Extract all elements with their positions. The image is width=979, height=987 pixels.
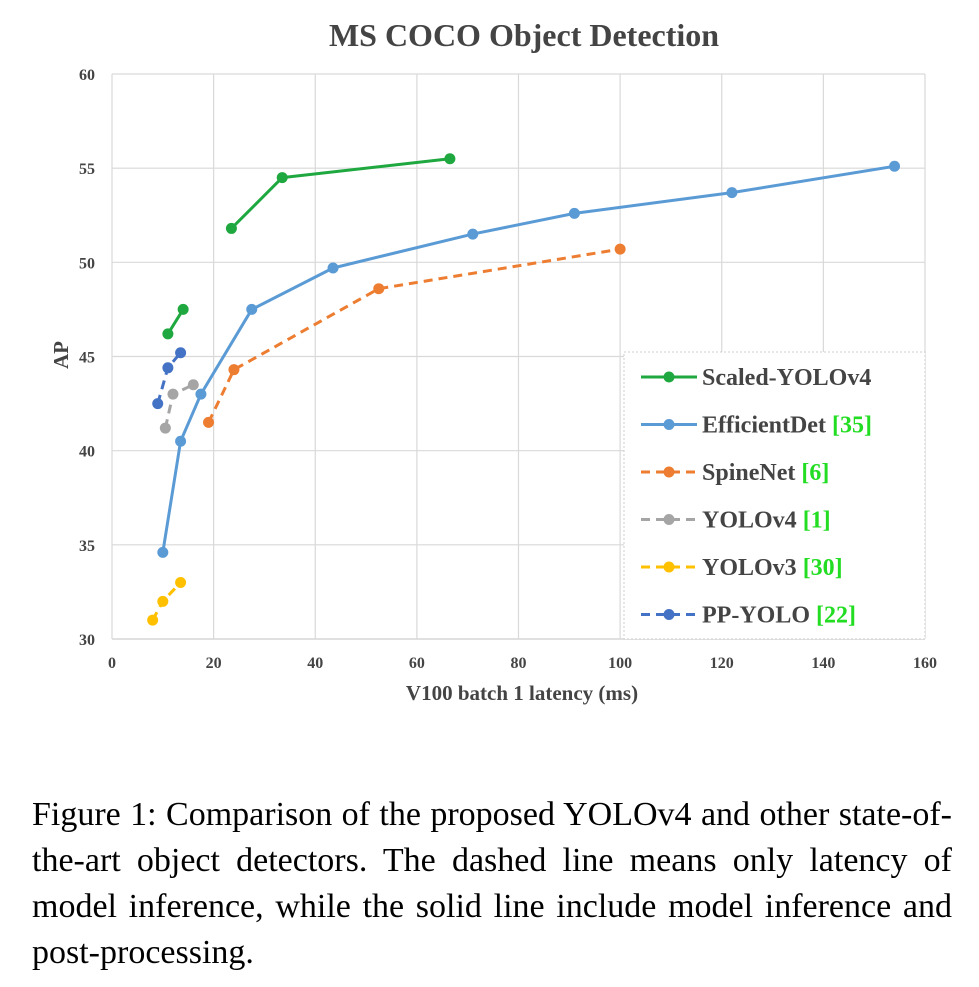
legend-swatch-marker [663,419,675,430]
legend-swatch-marker [663,561,675,573]
legend-item-yolov4: YOLOv4 [1] [641,508,831,534]
legend-label: YOLOv3 [30] [702,555,843,581]
data-point [467,228,479,240]
data-point [152,398,164,410]
data-point [187,379,199,391]
series-yolov4 [159,379,199,434]
data-point [162,362,174,374]
legend-label: Scaled-YOLOv4 [702,365,871,391]
data-point [175,347,187,359]
y-tick-label: 60 [79,67,95,84]
x-tick-label: 20 [206,655,222,672]
legend-item-spinenet: SpineNet [6] [641,460,829,486]
data-point [195,388,207,400]
legend-item-scaled-yolov4: Scaled-YOLOv4 [641,365,871,391]
legend-label: PP-YOLO [22] [702,603,856,629]
data-point [327,262,339,274]
legend-label: SpineNet [6] [702,460,829,486]
data-point [157,595,169,607]
data-point [889,160,901,172]
legend-item-pp-yolo: PP-YOLO [22] [641,603,856,629]
series-efficientdet [157,160,901,558]
data-point [228,364,240,376]
series-pp-yolo [152,347,187,410]
data-point [225,222,237,234]
data-point [568,207,580,219]
y-tick-label: 45 [79,350,95,367]
y-tick-label: 40 [79,444,95,461]
y-tick-label: 55 [79,161,95,178]
legend-label: YOLOv4 [1] [702,508,831,534]
series-yolov3 [147,577,187,626]
legend-reference: [35] [826,413,872,439]
y-tick-label: 50 [79,255,95,272]
series [147,153,901,626]
series-line [207,247,621,424]
data-point [444,153,456,165]
data-point [157,546,169,558]
tick-labels: 0 20 40 60 80 100 120 140 160 30 35 40 45 50 55 60 [79,67,937,672]
data-point [726,187,738,199]
data-point [175,435,187,447]
legend: Scaled-YOLOv4 EfficientDet [35] SpineNet [… [623,351,926,640]
y-axis-title: AP [49,341,73,369]
data-point [276,172,288,184]
x-tick-label: 60 [409,655,425,672]
series-scaled-yolov4 [162,153,456,340]
data-point [203,416,215,428]
legend-reference: [30] [797,555,843,581]
chart-title: MS COCO Object Detection [329,17,719,53]
y-tick-label: 30 [79,632,95,649]
legend-reference: [22] [810,603,856,629]
data-point [177,303,189,315]
x-tick-label: 40 [307,655,323,672]
legend-swatch-marker [663,371,675,383]
data-point [162,328,174,340]
data-point [175,577,187,588]
x-tick-label: 160 [913,655,937,672]
data-point [159,422,171,434]
legend-swatch-marker [663,514,675,525]
legend-swatch-marker [663,466,675,478]
legend-label: EfficientDet [35] [702,413,872,439]
chart-figure: MS COCO Object Detection V100 batch 1 la… [49,17,937,705]
data-point [373,283,385,295]
x-tick-label: 80 [511,655,527,672]
legend-reference: [1] [797,508,831,534]
x-tick-label: 120 [710,655,734,672]
data-point [246,303,258,315]
chart-svg: MS COCO Object Detection V100 batch 1 la… [49,17,937,705]
legend-box [623,351,926,640]
x-tick-label: 140 [811,655,835,672]
data-point [147,614,159,626]
x-tick-label: 0 [108,655,116,672]
data-point [614,243,626,255]
legend-item-efficientdet: EfficientDet [35] [641,413,872,439]
legend-reference: [6] [795,460,829,486]
figure-caption: Figure 1: Comparison of the proposed YOL… [32,796,952,971]
data-point [167,388,179,400]
legend-item-yolov3: YOLOv3 [30] [641,555,843,581]
y-tick-label: 35 [79,538,95,555]
x-tick-label: 100 [608,655,632,672]
x-axis-title: V100 batch 1 latency (ms) [406,681,638,705]
legend-swatch-marker [663,609,675,620]
series-spinenet [203,243,626,428]
